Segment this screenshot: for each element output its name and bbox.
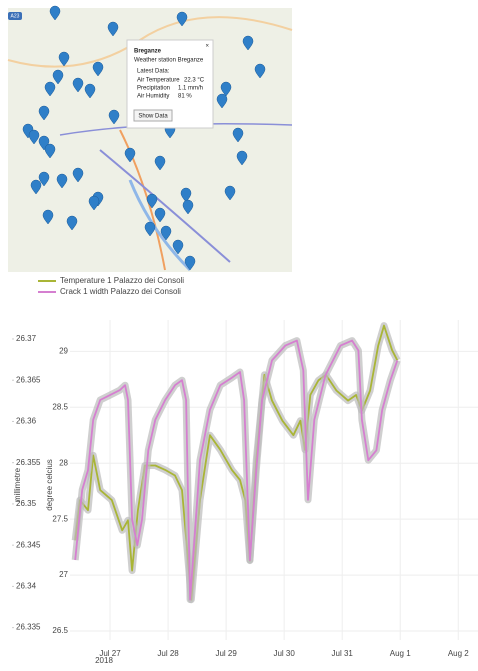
y-tick-label: 26.335 — [16, 623, 41, 632]
x-tick-label: Aug 2 — [448, 649, 469, 658]
x-tick-label: Jul 28 — [157, 649, 179, 658]
y2-tick-label: 26.5 — [52, 626, 68, 635]
screen: A23 × Breganze Weather station Breganze … — [0, 0, 478, 666]
x-tick-label: Jul 30 — [273, 649, 295, 658]
y-tick-label: 26.34 — [16, 582, 37, 591]
y-tick-label: 26.345 — [16, 540, 41, 549]
y2-tick-label: 27 — [59, 570, 68, 579]
y2-axis-title: degree celcius — [45, 459, 54, 511]
y2-tick-label: 27.5 — [52, 514, 68, 523]
legend: Temperature 1 Palazzo dei Consoli Crack 1… — [38, 276, 184, 296]
y-axis-title: millimetre — [13, 467, 22, 502]
y-tick-label: 26.365 — [16, 375, 41, 384]
road-label: A23 — [11, 13, 20, 19]
x-tick-label: Jul 29 — [215, 649, 237, 658]
popup-value: 22.3 °C — [184, 78, 205, 84]
y-tick-label: 26.37 — [16, 334, 37, 343]
y2-tick-label: 28.5 — [52, 402, 68, 411]
popup-value: 81 % — [178, 94, 192, 100]
y2-tick-label: 29 — [59, 346, 68, 355]
popup-title: Breganze — [134, 49, 162, 55]
map-popup: × Breganze Weather station Breganze Late… — [127, 40, 213, 128]
map[interactable]: A23 × Breganze Weather station Breganze … — [8, 6, 292, 272]
page: A23 × Breganze Weather station Breganze … — [0, 0, 478, 666]
y2-tick-label: 28 — [59, 458, 68, 467]
popup-value: 1.1 mm/h — [178, 86, 203, 92]
button-label[interactable]: Show Data — [138, 114, 168, 120]
popup-key: Air Temperature — [137, 78, 180, 84]
y-tick-label: 26.35 — [16, 499, 37, 508]
legend-label: Crack 1 width Palazzo dei Consoli — [60, 287, 181, 296]
series-line — [75, 326, 397, 600]
popup-key: Precipitation — [137, 86, 170, 92]
confidence-band — [75, 326, 397, 600]
popup-close[interactable]: × — [205, 44, 209, 50]
y-tick-label: 26.355 — [16, 458, 41, 467]
y-tick-label: 26.36 — [16, 417, 37, 426]
x-tick-label: Aug 1 — [390, 649, 411, 658]
popup-subtitle: Weather station Breganze — [134, 58, 204, 64]
x-tick-label: Jul 27 — [99, 649, 121, 658]
x-tick-label: Jul 31 — [332, 649, 354, 658]
popup-key: Air Humidity — [137, 94, 169, 100]
legend-label: Temperature 1 Palazzo dei Consoli — [60, 276, 184, 285]
popup-latest: Latest Data: — [137, 69, 170, 75]
